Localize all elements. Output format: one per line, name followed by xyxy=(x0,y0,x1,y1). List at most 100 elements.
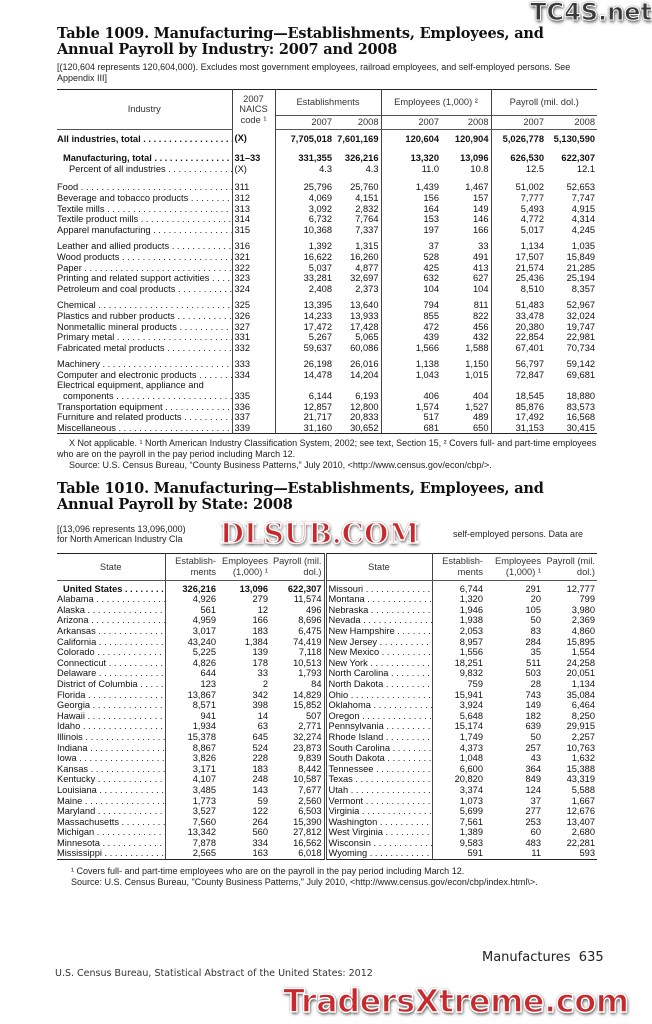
establishments-left: 3,485 xyxy=(164,784,218,796)
payroll-left: 74,419 xyxy=(293,636,322,647)
establishments-left: 7,560 xyxy=(164,816,218,828)
emp-2007: 104 xyxy=(380,283,442,295)
header-est-2008: 2008 xyxy=(334,115,382,130)
pay-2008: 18,880 xyxy=(566,391,596,402)
naics-code: 332 xyxy=(231,342,275,354)
est-2008: 2,373 xyxy=(355,283,379,294)
label-text: Beverage and tobacco products xyxy=(57,193,232,203)
employees-right: 743 xyxy=(525,689,541,700)
label-text: Nebraska xyxy=(329,605,433,615)
payroll-right: 2,257 xyxy=(571,731,595,742)
employees-left: 178 xyxy=(252,657,268,668)
emp-2008: 33 xyxy=(478,241,489,252)
employees-right: 511 xyxy=(526,657,541,668)
employees-right: 43 xyxy=(530,753,541,764)
payroll-right: 22,281 xyxy=(566,837,595,848)
establishments-right: 4,373 xyxy=(431,742,485,754)
establishments-left: 13,342 xyxy=(164,827,218,838)
establishments-right: 6,744 xyxy=(431,580,485,595)
pay-2008: 52,653 xyxy=(566,182,596,193)
label-text: Tennessee xyxy=(329,764,433,774)
est-2007: 331,355 xyxy=(274,144,334,164)
pay-2008: 30,415 xyxy=(566,422,596,433)
establishments-right: 15,941 xyxy=(431,689,485,701)
label-text: North Dakota xyxy=(329,679,433,689)
est-2007: 31,160 xyxy=(274,422,334,434)
row-label: Ohio xyxy=(323,689,432,701)
table-row: Indiana8,867 524 23,873 South Carolina4,373… xyxy=(57,742,597,754)
row-label: Texas xyxy=(323,774,432,785)
row-label: Kentucky xyxy=(57,774,165,785)
emp-2008: 104 xyxy=(473,283,489,294)
pay-2008: 83,573 xyxy=(566,401,596,412)
payroll-left: 10,513 xyxy=(293,657,322,668)
payroll-right: 3,980 xyxy=(571,604,595,615)
employees-left: 248 xyxy=(252,774,268,785)
emp-2007: 1,566 xyxy=(380,342,442,354)
table-row: United States326,216 13,096 622,307 Missour… xyxy=(57,580,597,595)
pay-2008: 59,142 xyxy=(566,359,596,370)
employees-left: 166 xyxy=(252,615,268,626)
pay-2007: 85,876 xyxy=(490,401,547,413)
row-label: All industries, total xyxy=(57,129,232,144)
payroll-left: 14,829 xyxy=(293,689,322,700)
est-2008: 25,760 xyxy=(350,182,379,193)
header-pay-2007: 2007 xyxy=(490,115,547,130)
est-2007: 2,408 xyxy=(274,283,334,295)
est-2007: 4.3 xyxy=(274,163,334,175)
establishments-right: 20,820 xyxy=(431,774,485,785)
pay-2007: 12.5 xyxy=(490,163,547,175)
label-text: Montana xyxy=(329,594,433,604)
emp-2007 xyxy=(380,380,442,392)
est-2008: 5,065 xyxy=(355,332,379,343)
row-label: Utah xyxy=(323,784,432,796)
establishments-left: 123 xyxy=(164,678,218,690)
employees-left: 183 xyxy=(252,626,268,636)
pay-2007: 5,017 xyxy=(490,224,547,236)
est-2007: 7,705,018 xyxy=(274,129,334,145)
label-text: New Hampshire xyxy=(329,626,433,636)
emp-2008: 811 xyxy=(473,300,489,311)
row-label: Delaware xyxy=(57,668,165,679)
employees-left: 122 xyxy=(252,806,268,817)
payroll-right: 12,676 xyxy=(566,806,595,817)
pay-2008: 4,314 xyxy=(571,214,596,225)
establishments-left: 4,959 xyxy=(164,615,218,626)
label-text: South Carolina xyxy=(329,743,433,753)
label-text: Mississippi xyxy=(57,848,165,858)
employees-right: 35 xyxy=(530,647,541,658)
header-payroll-left: Payroll (mil. dol.) xyxy=(270,553,325,581)
payroll-left: 7,118 xyxy=(298,647,322,658)
establishments-left: 3,171 xyxy=(164,763,218,775)
row-label: Food xyxy=(57,174,232,193)
employees-right: 257 xyxy=(525,742,541,753)
label-text: Massachusetts xyxy=(57,817,165,827)
label-text: Connecticut xyxy=(57,658,165,668)
est-2008: 13,933 xyxy=(350,310,379,321)
est-2008 xyxy=(334,380,381,391)
row-label: Nebraska xyxy=(323,604,433,616)
table-1010-note-right: self-employed persons. Data are xyxy=(453,529,584,540)
row-label: Louisiana xyxy=(57,785,165,796)
row-label: North Carolina xyxy=(323,668,432,679)
payroll-left: 2,771 xyxy=(298,721,322,732)
emp-2008 xyxy=(441,380,491,391)
label-text: Fabricated metal products xyxy=(57,343,232,353)
table-1010-note-line2: for North American Industry Cla xyxy=(57,534,183,545)
header-state-left: State xyxy=(57,553,165,581)
emp-2007: 472 xyxy=(380,321,442,333)
row-label: Michigan xyxy=(57,827,165,838)
establishments-left: 326,216 xyxy=(164,580,218,595)
label-text: Oklahoma xyxy=(329,700,433,710)
table-row: Alabama4,926 279 11,574 Montana1,320 20 799 xyxy=(57,594,597,605)
payroll-left: 507 xyxy=(305,710,322,721)
naics-code: 314 xyxy=(231,214,275,225)
emp-2008: 650 xyxy=(473,422,489,433)
pay-2008: 15,849 xyxy=(566,251,596,262)
est-2008: 2,832 xyxy=(355,203,379,214)
est-2008: 20,833 xyxy=(350,412,379,423)
label-text: Maine xyxy=(57,796,165,806)
employees-right: 11 xyxy=(531,848,541,859)
